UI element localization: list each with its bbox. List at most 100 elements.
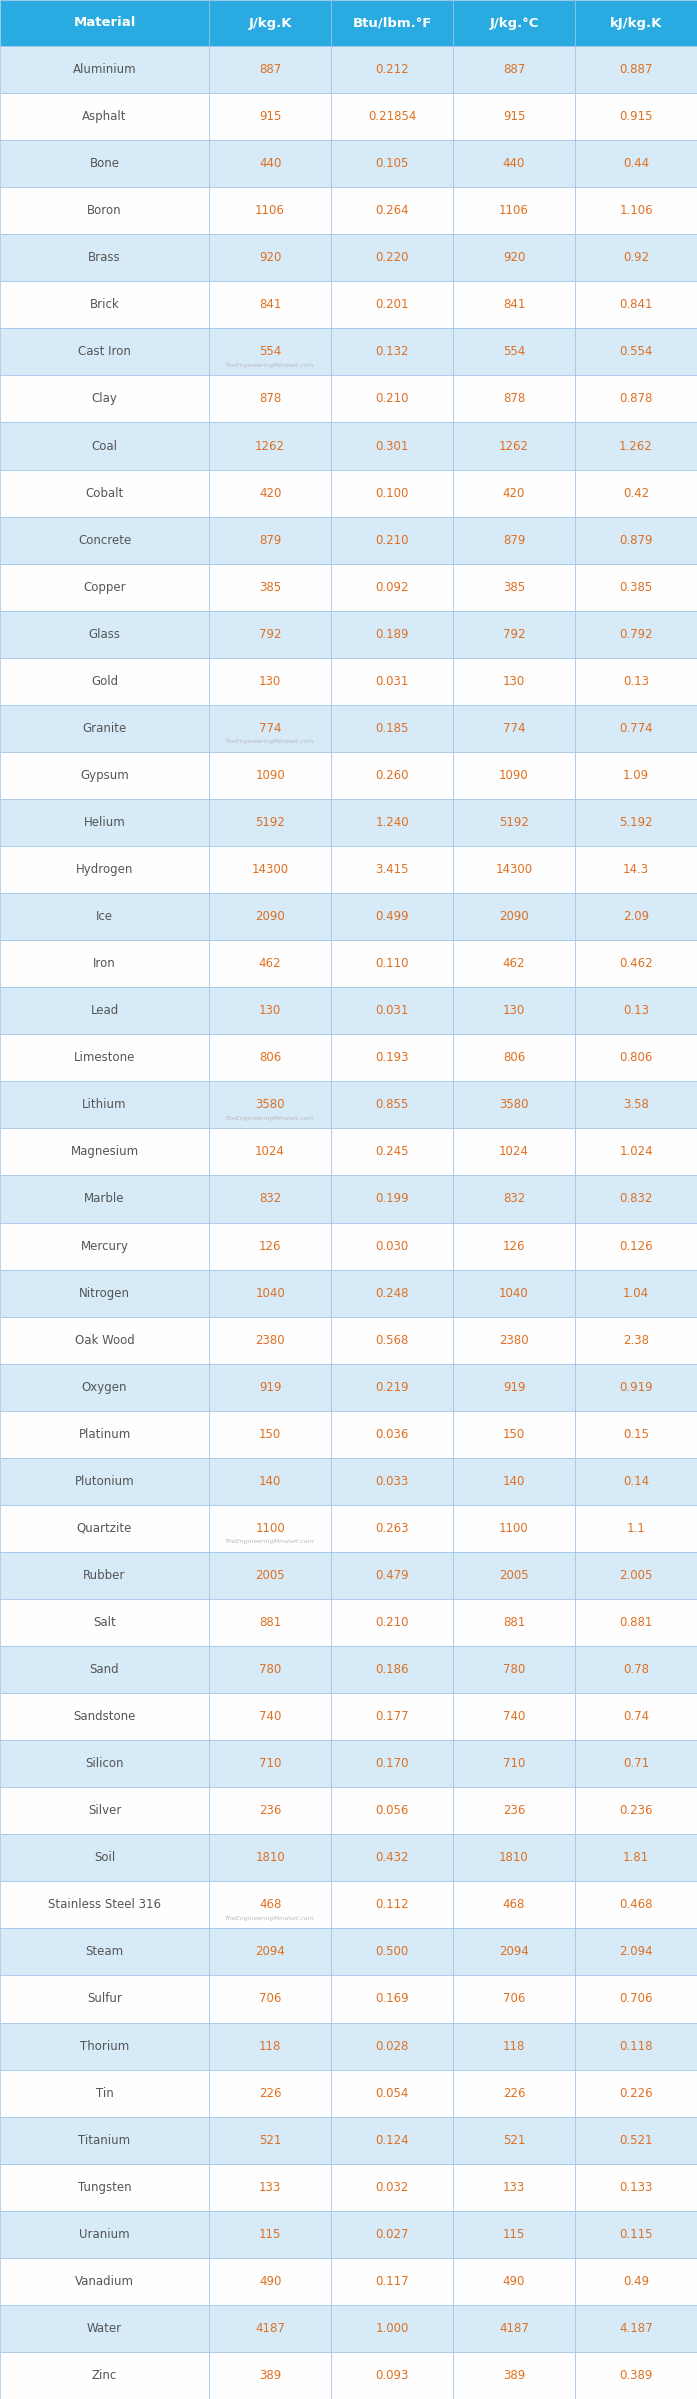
Text: 5192: 5192 xyxy=(255,816,285,830)
Text: 0.774: 0.774 xyxy=(619,722,653,734)
Text: 0.841: 0.841 xyxy=(619,297,653,312)
Bar xyxy=(209,235,331,281)
Bar xyxy=(0,1552,209,1600)
Text: 1810: 1810 xyxy=(499,1852,529,1864)
Text: 0.915: 0.915 xyxy=(619,110,653,122)
Text: 150: 150 xyxy=(503,1427,525,1442)
Bar xyxy=(575,1223,697,1269)
Text: 0.032: 0.032 xyxy=(376,2181,408,2193)
Text: 0.500: 0.500 xyxy=(376,1946,408,1958)
Text: 832: 832 xyxy=(503,1192,525,1204)
Text: 0.220: 0.220 xyxy=(375,252,409,264)
Text: 0.036: 0.036 xyxy=(376,1427,408,1442)
Bar xyxy=(209,2070,331,2116)
Text: 0.92: 0.92 xyxy=(623,252,649,264)
Bar xyxy=(331,892,453,940)
Bar xyxy=(575,1646,697,1694)
Text: 0.245: 0.245 xyxy=(375,1144,409,1159)
Text: Titanium: Titanium xyxy=(79,2133,130,2147)
Text: 0.521: 0.521 xyxy=(619,2133,653,2147)
Bar xyxy=(453,1269,575,1317)
Bar xyxy=(209,1176,331,1223)
Bar xyxy=(331,235,453,281)
Bar xyxy=(0,2116,209,2164)
Bar xyxy=(453,2212,575,2257)
Bar xyxy=(575,1552,697,1600)
Bar xyxy=(331,1552,453,1600)
Bar xyxy=(0,2164,209,2212)
Bar xyxy=(331,329,453,374)
Bar xyxy=(0,799,209,847)
Bar xyxy=(453,1929,575,1974)
Text: 792: 792 xyxy=(503,629,526,641)
Text: 0.15: 0.15 xyxy=(623,1427,649,1442)
Text: 0.236: 0.236 xyxy=(619,1804,653,1818)
Bar xyxy=(575,94,697,139)
Bar xyxy=(209,1411,331,1459)
Text: Clay: Clay xyxy=(91,393,118,405)
Text: 118: 118 xyxy=(259,2039,282,2054)
Bar xyxy=(575,516,697,564)
Bar xyxy=(209,422,331,470)
Bar xyxy=(331,1269,453,1317)
Bar xyxy=(453,1317,575,1363)
Text: 1.81: 1.81 xyxy=(623,1852,649,1864)
Bar xyxy=(209,657,331,705)
Bar xyxy=(575,2305,697,2351)
Text: Quartzite: Quartzite xyxy=(77,1521,132,1535)
Bar xyxy=(0,2070,209,2116)
Bar xyxy=(331,2257,453,2305)
Bar xyxy=(0,657,209,705)
Bar xyxy=(453,940,575,988)
Bar xyxy=(453,1646,575,1694)
Bar xyxy=(453,2164,575,2212)
Text: 3.415: 3.415 xyxy=(375,864,409,876)
Bar xyxy=(453,1600,575,1646)
Bar xyxy=(331,1363,453,1411)
Bar xyxy=(331,705,453,751)
Text: 3580: 3580 xyxy=(255,1099,285,1111)
Text: 0.115: 0.115 xyxy=(619,2229,653,2241)
Text: 2090: 2090 xyxy=(255,909,285,924)
Text: 385: 385 xyxy=(259,581,281,593)
Text: 4187: 4187 xyxy=(255,2322,285,2334)
Text: 1.106: 1.106 xyxy=(619,204,653,218)
Bar xyxy=(575,564,697,612)
Text: 0.554: 0.554 xyxy=(620,345,652,357)
Bar xyxy=(453,139,575,187)
Bar xyxy=(453,1787,575,1835)
Text: 2.38: 2.38 xyxy=(623,1334,649,1346)
Bar xyxy=(453,2351,575,2399)
Text: 130: 130 xyxy=(259,674,281,689)
Bar xyxy=(0,1411,209,1459)
Bar xyxy=(331,2022,453,2070)
Bar xyxy=(575,2116,697,2164)
Text: 2.09: 2.09 xyxy=(623,909,649,924)
Text: Aluminium: Aluminium xyxy=(72,62,137,77)
Text: 1.09: 1.09 xyxy=(623,770,649,782)
Text: 521: 521 xyxy=(503,2133,526,2147)
Bar xyxy=(331,1459,453,1504)
Text: 0.170: 0.170 xyxy=(375,1756,409,1770)
Text: 878: 878 xyxy=(503,393,525,405)
Text: 1.262: 1.262 xyxy=(619,439,653,453)
Text: 1262: 1262 xyxy=(255,439,285,453)
Bar xyxy=(575,1082,697,1128)
Text: 881: 881 xyxy=(259,1617,281,1629)
Text: 1090: 1090 xyxy=(499,770,529,782)
Bar xyxy=(209,1646,331,1694)
Bar xyxy=(209,1600,331,1646)
Text: 919: 919 xyxy=(259,1382,282,1394)
Bar xyxy=(575,612,697,657)
Bar xyxy=(209,281,331,329)
Text: 879: 879 xyxy=(503,533,526,547)
Bar xyxy=(209,1739,331,1787)
Bar xyxy=(453,1504,575,1552)
Bar xyxy=(209,988,331,1034)
Text: 0.033: 0.033 xyxy=(376,1475,408,1487)
Text: 126: 126 xyxy=(503,1240,526,1252)
Bar xyxy=(331,139,453,187)
Text: 115: 115 xyxy=(259,2229,282,2241)
Text: 130: 130 xyxy=(259,1005,281,1017)
Text: 133: 133 xyxy=(259,2181,281,2193)
